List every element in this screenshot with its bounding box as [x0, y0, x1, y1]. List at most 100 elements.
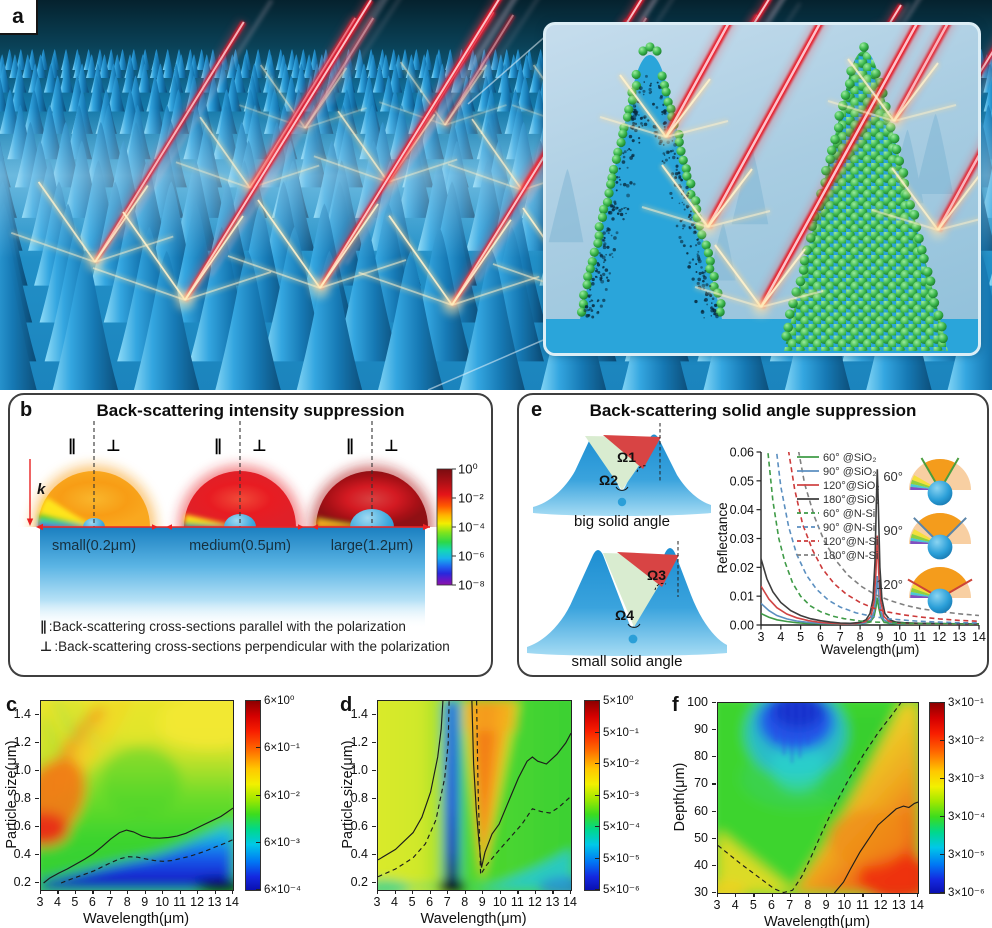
axis-tick-label: 12: [932, 630, 946, 644]
axis-tick: [712, 837, 716, 839]
surface-line: [36, 523, 430, 531]
axis-tick-label: 1.0: [350, 763, 368, 777]
small-solid-angle-diagram: Ω3 Ω4: [527, 541, 727, 656]
axis-tick: [880, 893, 882, 897]
y-axis-label: Depth(μm): [672, 762, 688, 832]
colorbar-tick: [940, 854, 945, 856]
legend-entry-label: 60° @N-Si: [823, 508, 875, 520]
axis-tick-label: 1.4: [350, 707, 368, 721]
axis-tick: [826, 893, 828, 897]
omega3-label: Ω3: [647, 567, 666, 583]
series-120°@N-Si: [787, 452, 979, 623]
axis-tick-label: 1.0: [13, 763, 31, 777]
axis-tick-label: 6: [817, 630, 824, 644]
reflectance-ylabel: Reflectance: [715, 502, 730, 573]
axis-tick-label: 9: [478, 895, 486, 909]
omega1-label: Ω1: [617, 449, 636, 465]
axis-tick-label: 11: [173, 895, 187, 909]
axis-tick: [162, 890, 164, 894]
axis-tick-label: 0.2: [13, 875, 31, 889]
perp-symbol: ⊥: [106, 436, 121, 455]
axis-tick-label: 4: [731, 898, 739, 912]
b-colorbar: [436, 468, 453, 586]
panel-b-title: Back-scattering intensity suppression: [96, 401, 405, 420]
gauge-label: 120°: [876, 577, 903, 592]
contour-solid: [471, 701, 571, 868]
series-90° @N-Si: [775, 452, 979, 624]
colorbar-tick: [256, 794, 261, 796]
contour-solid: [833, 801, 918, 893]
colorbar-tick-label: 3×10⁻⁵: [948, 849, 985, 861]
inset-cones-scene: [546, 25, 978, 353]
b-colorbar-tick-label: 10⁰: [458, 462, 478, 477]
legend-entry-label: 90° @SiO₂: [823, 466, 876, 478]
perp-symbol: ⊥: [384, 436, 399, 455]
axis-tick-label: 13: [952, 630, 966, 644]
axis-tick-label: 3: [758, 630, 765, 644]
x-axis-label: Wavelength(μm): [420, 911, 527, 927]
sphere-caption-small: small(0.2μm): [52, 538, 136, 554]
colorbar-tick-label: 5×10⁻³: [603, 789, 639, 802]
colorbar-tick-label: 6×10⁻⁴: [264, 884, 301, 896]
axis-tick-label: 7: [837, 630, 844, 644]
axis-tick: [807, 893, 810, 897]
axis-tick-label: 0.6: [350, 819, 368, 833]
axis-tick-label: 12: [527, 895, 542, 909]
axis-tick: [197, 890, 199, 894]
b-colorbar-tick-label: 10⁻⁴: [458, 520, 485, 535]
contour-dashed: [718, 703, 902, 893]
legend-text: :Back-scattering cross-sections perpendi…: [54, 639, 450, 654]
axis-tick: [372, 854, 376, 856]
colorbar-tick-label: 6×10⁻³: [264, 836, 300, 849]
axis-tick-label: 0.4: [13, 847, 31, 861]
panel-a-label: a: [0, 0, 38, 35]
panel-c-heatmap: [40, 700, 234, 891]
axis-tick-label: 11: [913, 630, 926, 644]
sphere-caption-medium: medium(0.5μm): [189, 538, 291, 554]
axis-tick: [712, 702, 716, 704]
axis-tick-label: 10: [893, 630, 907, 644]
contour-dashed: [60, 839, 233, 884]
axis-tick: [35, 742, 39, 744]
reflectance-curves: [761, 452, 979, 625]
series-180°@N-Si: [797, 452, 979, 617]
laser-beam: [92, 0, 388, 310]
axis-tick: [447, 890, 449, 894]
c-contour-lines: [43, 807, 233, 884]
axis-tick-label: 7: [106, 895, 114, 909]
panel-b-legend: ∥:Back-scattering cross-sections paralle…: [40, 617, 450, 657]
colorbar-tick-label: 6×10⁻²: [264, 789, 300, 802]
axis-tick: [917, 893, 919, 897]
axis-tick: [372, 798, 376, 800]
series-120°@SiO₂: [761, 535, 979, 625]
colorbar-tick: [256, 889, 261, 891]
axis-tick: [57, 890, 59, 894]
inset-laser-beam: [827, 25, 957, 130]
axis-tick: [35, 882, 39, 884]
axis-tick: [232, 890, 234, 894]
x-axis-label: Wavelength(μm): [82, 911, 190, 927]
colorbar-tick: [256, 747, 261, 749]
axis-tick: [712, 729, 716, 731]
axis-tick: [552, 890, 554, 894]
axis-tick: [712, 756, 716, 758]
axis-tick-label: 7: [786, 898, 794, 912]
laser-beam: [10, 0, 274, 272]
contour-dashed: [476, 701, 571, 877]
panel-d-heatmap: [377, 700, 572, 891]
panel-b-diagram: ∥ ⊥ ∥ ⊥ ∥ ⊥ k small(0.2μm: [26, 421, 485, 629]
axis-tick: [372, 742, 376, 744]
perp-symbol: ⊥: [252, 436, 267, 455]
axis-tick-label: 8: [804, 898, 812, 912]
axis-tick-label: 0.00: [730, 619, 754, 633]
axis-tick-label: 6: [88, 895, 96, 909]
panel-d-label: d: [340, 694, 353, 716]
omega4-label: Ω4: [615, 607, 634, 623]
inset-laser-beam: [871, 143, 978, 239]
axis-tick-label: 14: [910, 898, 924, 912]
axis-tick-label: 0.05: [730, 474, 754, 488]
reflectance-chart-ticks: 3 4 5 6 7 8 9 10 11 12 13 14 0.00 0.01 0.02 0.03 0.04 0.0…: [730, 446, 986, 645]
axis-tick-label: 14: [563, 895, 577, 909]
axis-tick-label: 1.2: [13, 735, 31, 749]
laser-beam: [227, 0, 515, 298]
